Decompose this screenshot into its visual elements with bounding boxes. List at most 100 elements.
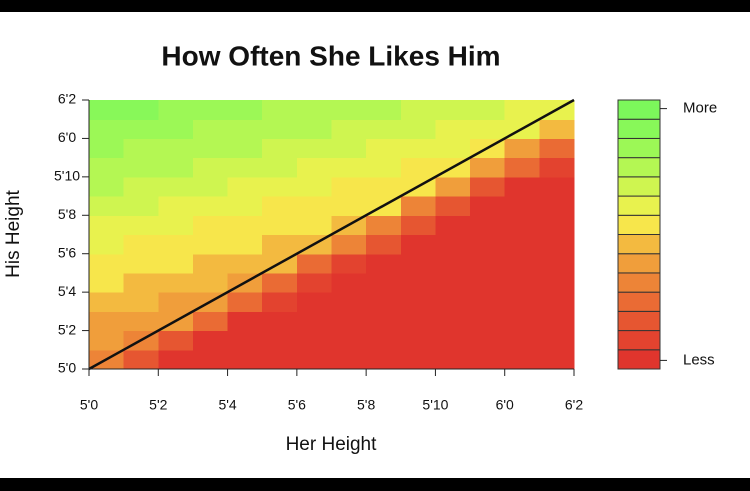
heat-cell	[331, 311, 367, 332]
x-tick-label: 6'0	[496, 397, 514, 413]
heat-cell	[366, 157, 402, 178]
heat-cell	[296, 196, 333, 216]
heat-cell	[89, 272, 125, 293]
heat-cell	[435, 234, 471, 255]
heat-cell	[123, 215, 159, 236]
heat-cell	[227, 253, 263, 274]
heat-cell	[192, 215, 229, 236]
heat-cell	[504, 272, 540, 293]
heat-cell	[227, 176, 263, 197]
colorbar-swatch	[617, 157, 661, 178]
colorbar-swatch	[617, 214, 661, 236]
heat-cell	[262, 157, 298, 178]
heat-cell	[158, 330, 194, 351]
heat-cell	[366, 253, 402, 274]
heat-cell	[366, 100, 402, 120]
colorbar-label: More	[683, 100, 717, 117]
heat-cell	[262, 119, 298, 140]
colorbar-swatch	[617, 330, 661, 351]
heat-cell	[158, 292, 194, 312]
heat-cell	[504, 176, 540, 197]
heat-cell	[227, 234, 263, 255]
heat-cell	[470, 292, 506, 312]
heat-cell	[331, 330, 367, 351]
heat-cell	[123, 253, 159, 274]
heat-cell	[470, 196, 506, 216]
heat-cell	[296, 253, 333, 274]
heat-cell	[539, 349, 575, 370]
heat-cell	[504, 349, 540, 370]
heat-cell	[227, 330, 263, 351]
heat-cell	[400, 330, 437, 351]
x-tick-label: 5'10	[422, 397, 448, 413]
heat-cell	[539, 330, 575, 351]
x-tick-label: 5'4	[218, 397, 236, 413]
colorbar-swatch	[617, 234, 661, 255]
colorbar-swatch	[617, 99, 661, 120]
heat-cell	[296, 138, 333, 159]
heat-cell	[539, 292, 575, 312]
heat-cell	[227, 215, 263, 236]
heat-cell	[123, 311, 159, 332]
heat-cell	[470, 215, 506, 236]
heat-cell	[123, 157, 159, 178]
x-tick-label: 5'0	[80, 397, 98, 413]
heat-cell	[262, 138, 298, 159]
heat-cell	[296, 330, 333, 351]
heat-cell	[262, 330, 298, 351]
heat-cell	[400, 234, 437, 255]
heat-cell	[89, 311, 125, 332]
heat-cell	[400, 253, 437, 274]
heat-cell	[89, 100, 125, 120]
colorbar-swatch	[617, 195, 661, 216]
heat-cell	[539, 138, 575, 159]
heat-cell	[470, 100, 506, 120]
heat-cell	[296, 100, 333, 120]
heat-cell	[331, 157, 367, 178]
equal-height-line	[88, 98, 575, 371]
heat-cell	[123, 138, 159, 159]
heat-cell	[504, 138, 540, 159]
colorbar-swatch	[617, 253, 661, 274]
heat-cell	[366, 215, 402, 236]
heat-cell	[366, 349, 402, 370]
heat-cell	[89, 138, 125, 159]
x-tick-label: 5'6	[288, 397, 306, 413]
heat-cell	[89, 119, 125, 140]
heat-cell	[192, 196, 229, 216]
heat-cell	[504, 234, 540, 255]
heat-cell	[331, 196, 367, 216]
heat-cell	[227, 157, 263, 178]
heat-cell	[435, 196, 471, 216]
heat-cell	[470, 234, 506, 255]
colorbar-swatch	[617, 137, 661, 159]
heat-cell	[366, 234, 402, 255]
y-tick-label: 5'10	[54, 168, 80, 184]
x-tick-label: 5'2	[149, 397, 167, 413]
colorbar-swatch	[617, 118, 661, 139]
heat-cell	[435, 253, 471, 274]
heat-cell	[539, 311, 575, 332]
heat-cell	[89, 253, 125, 274]
heat-cell	[504, 311, 540, 332]
heat-cell	[89, 215, 125, 236]
heat-cell	[123, 292, 159, 312]
heat-cell	[89, 176, 125, 197]
heat-cell	[435, 100, 471, 120]
heat-cell	[470, 311, 506, 332]
heat-cell	[400, 292, 437, 312]
heat-cell	[366, 311, 402, 332]
heat-cell	[123, 196, 159, 216]
heat-cell	[331, 138, 367, 159]
heat-cell	[192, 138, 229, 159]
heat-cell	[262, 349, 298, 370]
heat-cell	[435, 311, 471, 332]
heat-cell	[227, 292, 263, 312]
heat-cell	[123, 119, 159, 140]
heat-cell	[366, 330, 402, 351]
heat-cell	[296, 215, 333, 236]
heat-cell	[470, 330, 506, 351]
heat-cell	[192, 157, 229, 178]
